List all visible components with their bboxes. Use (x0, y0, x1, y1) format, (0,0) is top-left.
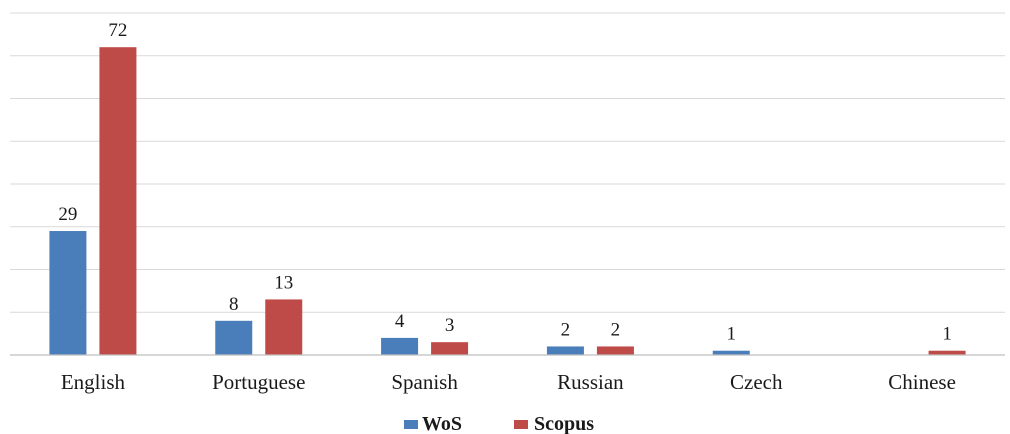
bar-wos-english (49, 231, 87, 355)
data-label-scopus-chinese: 1 (942, 324, 952, 345)
data-labels: 29 72 8 13 4 3 2 2 1 1 (58, 20, 951, 345)
x-tick-label-english: English (61, 370, 126, 394)
bar-scopus-portuguese (265, 299, 303, 355)
data-label-wos-portuguese: 8 (229, 294, 239, 315)
bar-scopus-chinese (928, 350, 966, 355)
data-label-wos-russian: 2 (561, 319, 571, 340)
x-tick-labels: English Portuguese Spanish Russian Czech Chin… (61, 370, 956, 394)
data-label-wos-english: 29 (58, 204, 77, 225)
bar-scopus-russian (596, 346, 634, 355)
data-label-wos-czech: 1 (727, 324, 737, 345)
bar-scopus-english (99, 47, 137, 355)
data-label-scopus-portuguese: 13 (274, 272, 293, 293)
bar-wos-czech (712, 350, 750, 355)
legend-swatch-wos (404, 420, 418, 429)
data-label-scopus-russian: 2 (611, 319, 621, 340)
legend-label-wos: WoS (422, 413, 462, 434)
x-tick-label-portuguese: Portuguese (212, 370, 305, 394)
x-tick-label-russian: Russian (557, 370, 624, 394)
bars (49, 47, 966, 355)
data-label-scopus-english: 72 (108, 20, 127, 41)
bar-scopus-spanish (431, 342, 469, 355)
x-tick-label-spanish: Spanish (391, 370, 458, 394)
bar-wos-spanish (381, 337, 419, 355)
legend-swatch-scopus (514, 420, 528, 429)
gridlines (10, 12, 1005, 313)
data-label-scopus-spanish: 3 (445, 315, 455, 336)
legend-label-scopus: Scopus (534, 413, 594, 434)
bar-wos-portuguese (215, 320, 253, 355)
legend: WoS Scopus (404, 413, 594, 434)
x-tick-label-czech: Czech (730, 370, 783, 394)
data-label-wos-spanish: 4 (395, 311, 405, 332)
x-tick-label-chinese: Chinese (888, 370, 956, 394)
bar-wos-russian (546, 346, 584, 355)
